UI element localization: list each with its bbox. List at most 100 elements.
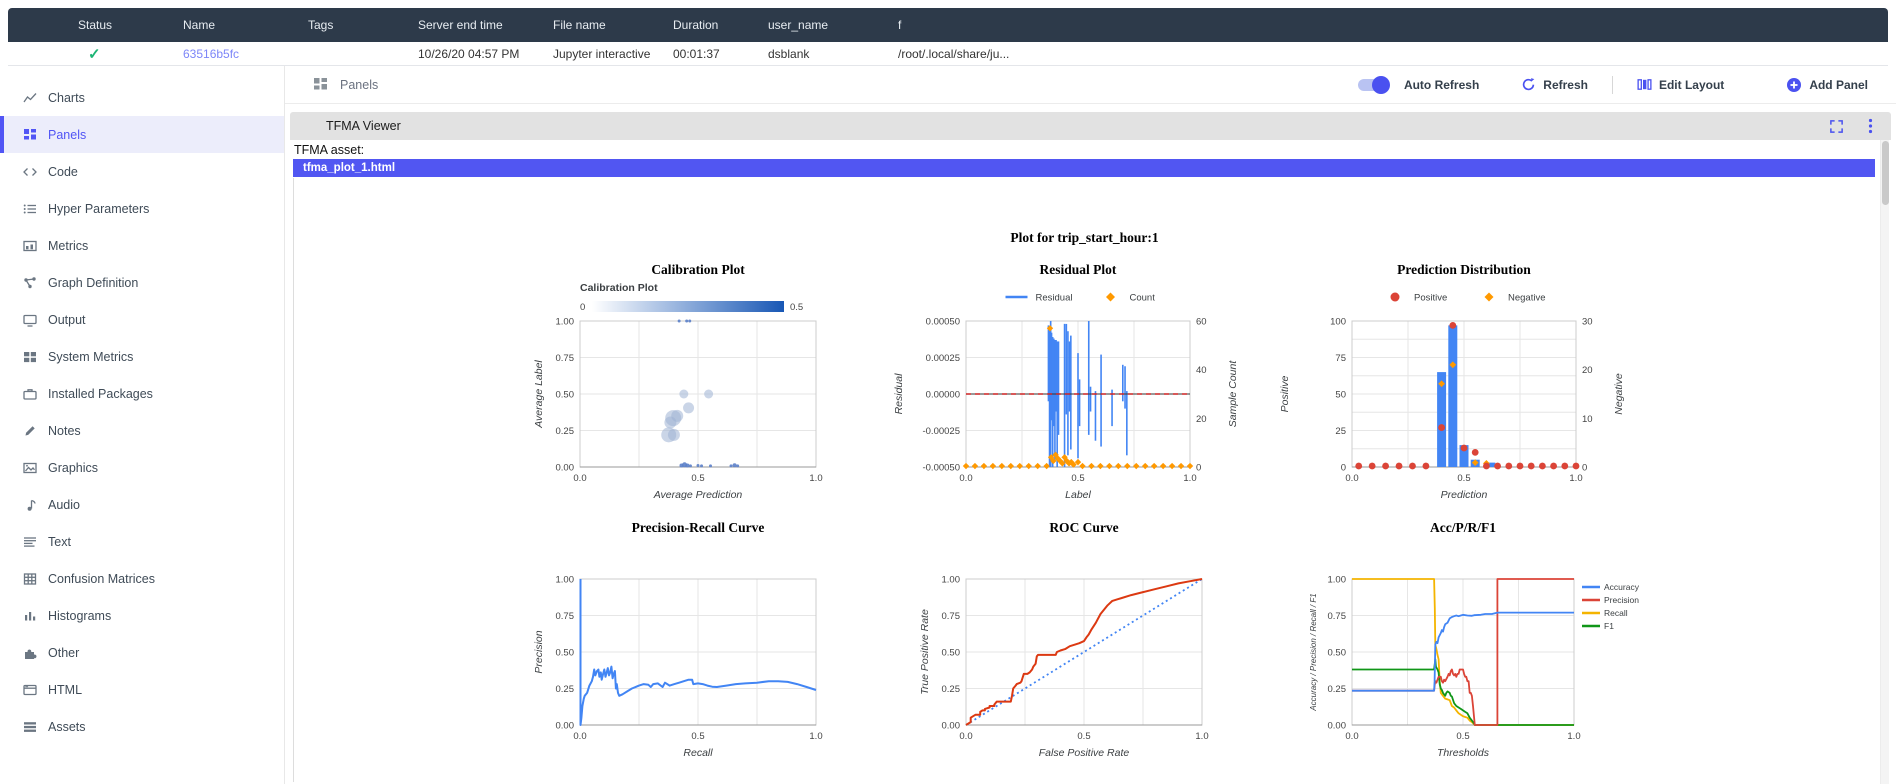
browser-window-icon — [23, 684, 37, 695]
svg-text:0.50: 0.50 — [555, 648, 574, 659]
sidebar-item-other[interactable]: Other — [0, 634, 284, 671]
svg-text:0.50: 0.50 — [555, 390, 574, 401]
chart-svg-4: 0.0 0.5 1.0 0.00 0.25 0.50 0.75 1.00 False Posit… — [919, 520, 1209, 759]
music-note-icon — [27, 499, 36, 511]
svg-text:-0.00025: -0.00025 — [922, 426, 960, 437]
sidebar-item-audio[interactable]: Audio — [0, 486, 284, 523]
sidebar-item-graphics[interactable]: Graphics — [0, 449, 284, 486]
chart-precision-recall-curve: 0.0 0.5 1.0 0.00 0.25 0.50 0.75 1.00 Recall Preci… — [506, 514, 892, 762]
user-name-cell: dsblank — [768, 46, 810, 61]
chart-svg-1: 0.0 0.5 1.0 0.00050 0.00025 0.00000 -0.00025 -0… — [893, 262, 1239, 501]
sidebar: Charts Panels Code Hyper Parameters Metr… — [0, 66, 285, 784]
svg-text:30: 30 — [1582, 317, 1593, 328]
experiment-name-link[interactable]: 63516b5fc — [183, 46, 240, 61]
column-name[interactable]: Name — [183, 18, 216, 32]
fullscreen-icon[interactable] — [1829, 119, 1844, 134]
svg-text:0.5: 0.5 — [1456, 731, 1469, 742]
svg-text:0.5: 0.5 — [1071, 473, 1084, 484]
column-duration[interactable]: Duration — [673, 18, 719, 32]
vertical-scrollbar[interactable] — [1880, 140, 1889, 784]
chart-line-icon — [23, 92, 37, 102]
svg-text:1.0: 1.0 — [1567, 731, 1580, 742]
svg-text:0.00: 0.00 — [555, 463, 574, 474]
svg-text:Precision-Recall Curve: Precision-Recall Curve — [631, 520, 764, 535]
svg-text:0.25: 0.25 — [1327, 684, 1346, 695]
svg-text:Recall: Recall — [1604, 608, 1628, 618]
edit-layout-button[interactable]: Edit Layout — [1629, 77, 1732, 92]
sidebar-item-charts[interactable]: Charts — [0, 79, 284, 116]
monitor-icon — [23, 314, 37, 327]
svg-text:0.50: 0.50 — [941, 648, 960, 659]
svg-text:Recall: Recall — [683, 747, 713, 759]
duration-cell: 00:01:37 — [673, 46, 720, 61]
column-tags[interactable]: Tags — [308, 18, 334, 32]
add-panel-button[interactable]: Add Panel — [1778, 77, 1876, 93]
sidebar-item-hyper-parameters[interactable]: Hyper Parameters — [0, 190, 284, 227]
sidebar-item-graph-definition[interactable]: Graph Definition — [0, 264, 284, 301]
plus-circle-icon — [1787, 77, 1802, 92]
svg-text:0.0: 0.0 — [573, 731, 586, 742]
svg-text:0.0: 0.0 — [1345, 473, 1358, 484]
sidebar-item-panels[interactable]: Panels — [0, 116, 284, 153]
sidebar-item-output[interactable]: Output — [0, 301, 284, 338]
histogram-bars-icon — [25, 611, 36, 620]
svg-text:0.5: 0.5 — [691, 473, 704, 484]
sidebar-item-confusion-matrices[interactable]: Confusion Matrices — [0, 560, 284, 597]
column-status[interactable]: Status — [78, 18, 113, 32]
svg-text:0.50: 0.50 — [1327, 648, 1346, 659]
svg-text:1.00: 1.00 — [1327, 575, 1346, 586]
chart-prediction-distribution: 0.0 0.5 1.0 0 25 50 75 100 30 20 10 0 Prediction Posi… — [1278, 256, 1664, 504]
tfma-plot-content: Plot for trip_start_hour:1 0.0 0.5 1.0 0.00… — [293, 178, 1875, 782]
svg-text:F1: F1 — [1604, 621, 1614, 631]
sidebar-item-metrics[interactable]: Metrics — [0, 227, 284, 264]
chart-residual-plot: 0.0 0.5 1.0 0.00050 0.00025 0.00000 -0.00025 -0… — [892, 256, 1278, 504]
scrollbar-thumb[interactable] — [1882, 141, 1889, 205]
sidebar-item-histograms[interactable]: Histograms — [0, 597, 284, 634]
svg-text:0.75: 0.75 — [555, 353, 574, 364]
sidebar-item-assets[interactable]: Assets — [0, 708, 284, 745]
sidebar-item-system-metrics[interactable]: System Metrics — [0, 338, 284, 375]
svg-text:0.00000: 0.00000 — [925, 390, 959, 401]
svg-text:Residual: Residual — [1035, 293, 1072, 304]
svg-text:Acc/P/R/F1: Acc/P/R/F1 — [1430, 520, 1496, 535]
tfma-asset-selected-option[interactable]: tfma_plot_1.html — [293, 159, 1875, 177]
matrix-grid-icon — [23, 572, 37, 585]
column-user-name[interactable]: user_name — [768, 18, 829, 32]
chart-calibration-plot: 0.0 0.5 1.0 0.00 0.25 0.50 0.75 1.00 Average Pre… — [506, 256, 892, 504]
sidebar-item-html[interactable]: HTML — [0, 671, 284, 708]
sidebar-item-notes[interactable]: Notes — [0, 412, 284, 449]
column-f[interactable]: f — [898, 18, 902, 32]
svg-text:0.75: 0.75 — [555, 611, 574, 622]
svg-text:0.25: 0.25 — [941, 684, 960, 695]
panel-body: TFMA asset: tfma_plot_1.html Plot for tr… — [290, 140, 1891, 784]
edit-layout-icon — [1637, 79, 1652, 90]
panel-title: TFMA Viewer — [326, 119, 401, 133]
svg-text:0.00: 0.00 — [555, 721, 574, 732]
sidebar-item-text[interactable]: Text — [0, 523, 284, 560]
kebab-menu-icon[interactable] — [1868, 118, 1873, 134]
svg-text:Positive: Positive — [1279, 375, 1291, 412]
svg-text:Precision: Precision — [533, 630, 545, 673]
sidebar-item-installed-packages[interactable]: Installed Packages — [0, 375, 284, 412]
svg-text:100: 100 — [1330, 317, 1346, 328]
auto-refresh-toggle[interactable] — [1357, 75, 1390, 94]
chart-svg-3: 0.0 0.5 1.0 0.00 0.25 0.50 0.75 1.00 Recall Preci… — [533, 520, 823, 759]
experiment-table-row: ✓ 63516b5fc 10/26/20 04:57 PM Jupyter in… — [8, 42, 1888, 66]
svg-text:Average Prediction: Average Prediction — [652, 489, 742, 501]
svg-text:0.25: 0.25 — [555, 684, 574, 695]
list-icon — [23, 204, 36, 213]
column-file-name[interactable]: File name — [553, 18, 606, 32]
column-server-end-time[interactable]: Server end time — [418, 18, 503, 32]
panels-grid-icon — [24, 128, 36, 139]
sidebar-item-code[interactable]: Code — [0, 153, 284, 190]
f-cell: /root/.local/share/ju... — [898, 46, 1010, 61]
svg-text:1.0: 1.0 — [1183, 473, 1196, 484]
refresh-button[interactable]: Refresh — [1513, 77, 1596, 92]
text-lines-icon — [24, 536, 36, 547]
svg-text:0.00: 0.00 — [941, 721, 960, 732]
svg-text:1.00: 1.00 — [555, 575, 574, 586]
stacked-bars-icon — [24, 721, 36, 732]
svg-text:0.25: 0.25 — [555, 426, 574, 437]
svg-text:0.0: 0.0 — [1345, 731, 1358, 742]
